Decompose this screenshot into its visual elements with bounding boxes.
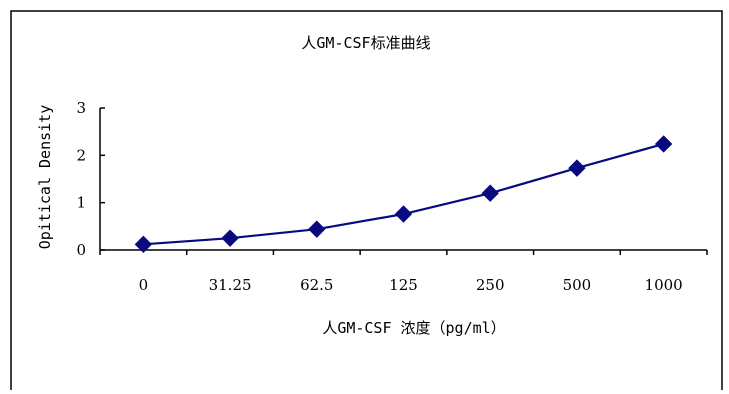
series-line — [143, 142, 664, 246]
data-point-marker — [221, 229, 239, 247]
y-axis-title: Opitical Density — [36, 105, 54, 250]
data-point-marker — [654, 135, 673, 153]
y-tick-label: 0 — [76, 241, 86, 259]
x-tick-label: 1000 — [645, 276, 683, 294]
data-point-marker — [308, 220, 326, 238]
chart-frame — [10, 10, 723, 394]
data-point-marker — [134, 235, 153, 254]
data-point-marker — [394, 205, 413, 223]
x-axis-title: 人GM-CSF 浓度（pg/ml） — [322, 319, 505, 337]
chart-title: 人GM-CSF标准曲线 — [301, 34, 430, 52]
axes: 0 1 2 3 0 31.25 62.5 125 250 500 1000 — [76, 99, 708, 294]
x-tick-label: 31.25 — [209, 276, 252, 294]
x-tick-label: 62.5 — [300, 276, 333, 294]
data-point-marker — [481, 184, 499, 202]
x-tick-label: 0 — [139, 276, 149, 294]
x-tick-label: 125 — [389, 276, 418, 294]
y-tick-label: 1 — [76, 194, 86, 212]
data-point-marker — [568, 159, 586, 177]
plot-area — [134, 135, 673, 254]
y-tick-label: 3 — [76, 99, 86, 117]
x-tick-label: 250 — [476, 276, 505, 294]
y-tick-label: 2 — [76, 146, 86, 164]
x-tick-label: 500 — [563, 276, 592, 294]
